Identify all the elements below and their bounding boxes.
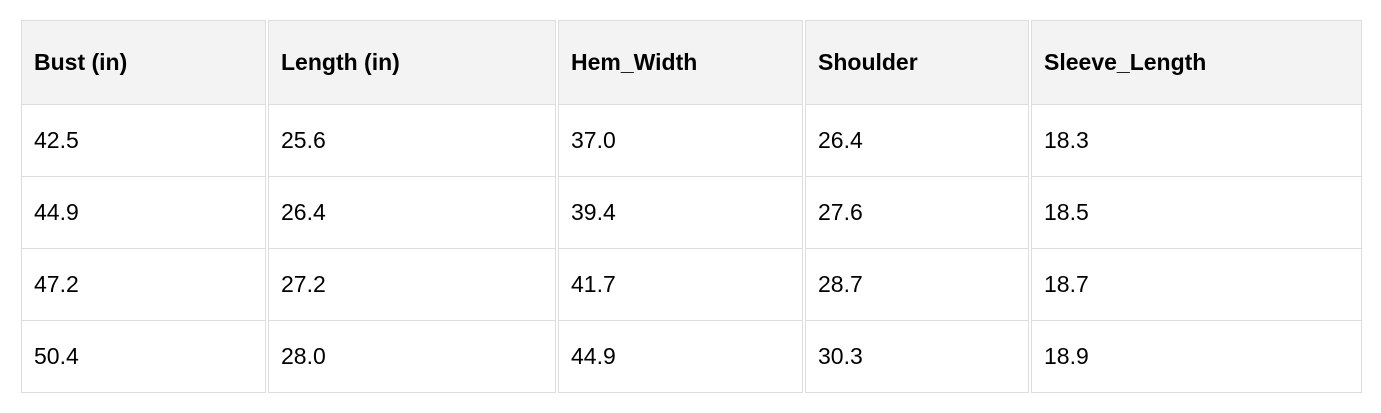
table-cell: 28.0 <box>268 320 556 393</box>
table-cell: 18.5 <box>1031 176 1362 248</box>
table-row: 47.2 27.2 41.7 28.7 18.7 <box>21 248 1362 320</box>
table-cell: 18.9 <box>1031 320 1362 393</box>
table-cell: 25.6 <box>268 104 556 176</box>
table-cell: 44.9 <box>558 320 803 393</box>
table-cell: 50.4 <box>21 320 266 393</box>
table-cell: 30.3 <box>805 320 1029 393</box>
table-cell: 42.5 <box>21 104 266 176</box>
table-cell: 18.7 <box>1031 248 1362 320</box>
table-cell: 26.4 <box>268 176 556 248</box>
column-header-hem-width: Hem_Width <box>558 20 803 104</box>
table-row: 42.5 25.6 37.0 26.4 18.3 <box>21 104 1362 176</box>
column-header-bust: Bust (in) <box>21 20 266 104</box>
table-cell: 27.2 <box>268 248 556 320</box>
table-cell: 41.7 <box>558 248 803 320</box>
column-header-sleeve-length: Sleeve_Length <box>1031 20 1362 104</box>
table-cell: 26.4 <box>805 104 1029 176</box>
measurements-table: Bust (in) Length (in) Hem_Width Shoulder… <box>19 20 1364 393</box>
table-cell: 28.7 <box>805 248 1029 320</box>
table-cell: 39.4 <box>558 176 803 248</box>
table-cell: 44.9 <box>21 176 266 248</box>
column-header-length: Length (in) <box>268 20 556 104</box>
table-row: 50.4 28.0 44.9 30.3 18.9 <box>21 320 1362 393</box>
table-row: 44.9 26.4 39.4 27.6 18.5 <box>21 176 1362 248</box>
header-row: Bust (in) Length (in) Hem_Width Shoulder… <box>21 20 1362 104</box>
table-cell: 37.0 <box>558 104 803 176</box>
table-cell: 18.3 <box>1031 104 1362 176</box>
column-header-shoulder: Shoulder <box>805 20 1029 104</box>
table-cell: 47.2 <box>21 248 266 320</box>
table-cell: 27.6 <box>805 176 1029 248</box>
